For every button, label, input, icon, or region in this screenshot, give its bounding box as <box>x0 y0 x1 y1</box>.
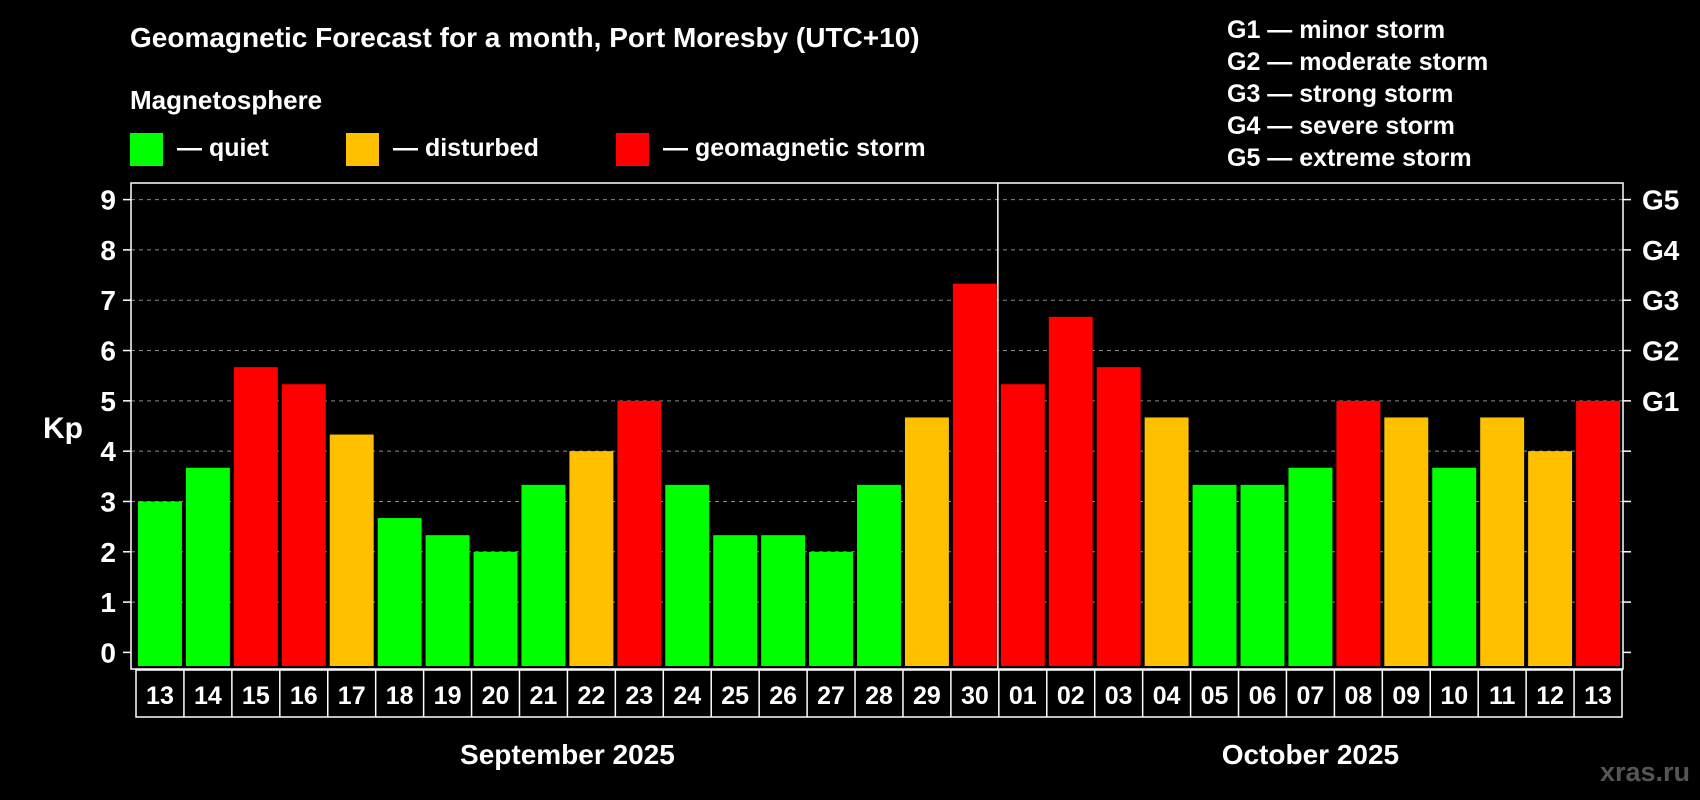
bar-4 <box>329 434 374 666</box>
x-tick-label-23: 06 <box>1249 682 1277 710</box>
x-tick-label-25: 08 <box>1344 682 1372 710</box>
storm-level-g5: G5 — extreme storm <box>1227 144 1472 172</box>
y-tick-label-9: 9 <box>100 185 116 216</box>
bar-24 <box>1288 467 1333 666</box>
y-tick-label-3: 3 <box>100 486 116 517</box>
y-tick-label-2: 2 <box>100 537 116 568</box>
right-tick-label-g4: G4 <box>1642 235 1680 266</box>
x-tick-label-20: 03 <box>1105 682 1133 710</box>
y-tick-label-5: 5 <box>100 386 116 417</box>
x-tick-label-9: 22 <box>577 682 605 710</box>
x-tick-label-21: 04 <box>1153 682 1181 710</box>
y-tick-label-8: 8 <box>100 235 116 266</box>
x-tick-label-8: 21 <box>530 682 558 710</box>
legend-swatch-disturbed <box>346 133 379 166</box>
y-tick-label-1: 1 <box>100 587 116 618</box>
right-tick-label-g1: G1 <box>1642 386 1679 417</box>
y-tick-label-0: 0 <box>100 637 116 668</box>
bar-1 <box>185 467 230 666</box>
bar-11 <box>665 484 710 666</box>
x-tick-label-24: 07 <box>1297 682 1325 710</box>
date-row-frame <box>135 669 1623 718</box>
x-tick-label-4: 17 <box>338 682 366 710</box>
x-tick-label-10: 23 <box>625 682 653 710</box>
bar-20 <box>1096 367 1141 666</box>
legend-label-disturbed: — disturbed <box>393 134 539 162</box>
storm-level-list: G1 — minor storm G2 — moderate storm G3 … <box>1227 14 1488 174</box>
bar-14 <box>809 551 854 666</box>
y-axis-label: Kp <box>43 412 83 445</box>
bar-17 <box>952 283 997 666</box>
x-tick-label-26: 09 <box>1392 682 1420 710</box>
x-tick-label-22: 05 <box>1201 682 1229 710</box>
y-tick-label-4: 4 <box>100 436 116 467</box>
legend-subtitle: Magnetosphere <box>130 85 323 115</box>
right-tick-label-g3: G3 <box>1642 285 1679 316</box>
x-tick-label-19: 02 <box>1057 682 1085 710</box>
x-tick-label-16: 29 <box>913 682 941 710</box>
bar-15 <box>857 484 901 666</box>
x-tick-label-7: 20 <box>482 682 510 710</box>
x-tick-label-5: 18 <box>386 682 414 710</box>
right-tick-label-g2: G2 <box>1642 336 1679 367</box>
bar-26 <box>1384 417 1429 666</box>
bar-22 <box>1192 484 1237 666</box>
bar-2 <box>233 367 278 666</box>
bar-7 <box>473 551 518 666</box>
x-tick-label-12: 25 <box>721 682 749 710</box>
storm-level-g2: G2 — moderate storm <box>1227 48 1489 76</box>
legend-swatch-storm <box>616 133 649 166</box>
x-tick-label-1: 14 <box>194 682 222 710</box>
x-tick-label-2: 15 <box>242 682 270 710</box>
bar-19 <box>1048 316 1093 666</box>
storm-level-g3: G3 — strong storm <box>1227 80 1454 108</box>
bar-18 <box>1000 384 1045 666</box>
x-tick-label-3: 16 <box>290 682 318 710</box>
watermark: xras.ru <box>1599 757 1690 787</box>
x-tick-label-11: 24 <box>673 682 701 710</box>
bar-9 <box>569 451 614 666</box>
bar-23 <box>1240 484 1285 666</box>
x-tick-label-17: 30 <box>961 682 989 710</box>
x-tick-label-14: 27 <box>817 682 845 710</box>
month-label-1: October 2025 <box>1222 739 1399 770</box>
bar-10 <box>617 400 662 666</box>
bar-27 <box>1432 467 1477 666</box>
x-tick-label-6: 19 <box>434 682 462 710</box>
y-tick-label-6: 6 <box>100 336 116 367</box>
bar-25 <box>1336 400 1381 666</box>
bar-6 <box>425 535 470 666</box>
storm-level-g1: G1 — minor storm <box>1227 16 1446 44</box>
storm-level-g4: G4 — severe storm <box>1227 112 1455 140</box>
bar-5 <box>377 518 422 666</box>
legend-label-storm: — geomagnetic storm <box>663 134 926 162</box>
bar-12 <box>713 535 758 666</box>
month-label-0: September 2025 <box>460 739 675 770</box>
legend-label-quiet: — quiet <box>177 134 269 162</box>
right-tick-label-g5: G5 <box>1642 185 1679 216</box>
x-tick-label-0: 13 <box>146 682 174 710</box>
bar-28 <box>1480 417 1525 666</box>
chart-title: Geomagnetic Forecast for a month, Port M… <box>130 22 920 53</box>
bar-13 <box>761 535 806 666</box>
x-tick-label-28: 11 <box>1489 682 1516 710</box>
plot-frame <box>130 182 1624 670</box>
y-tick-label-7: 7 <box>100 285 116 316</box>
bar-8 <box>521 484 566 666</box>
bar-21 <box>1144 417 1189 666</box>
x-tick-label-13: 26 <box>769 682 797 710</box>
bar-29 <box>1528 451 1573 666</box>
x-tick-label-18: 01 <box>1009 682 1037 710</box>
x-tick-label-30: 13 <box>1584 682 1612 710</box>
bar-30 <box>1576 400 1620 666</box>
legend-swatch-quiet <box>130 133 163 166</box>
bar-16 <box>904 417 949 666</box>
x-tick-label-27: 10 <box>1440 682 1468 710</box>
x-tick-label-29: 12 <box>1536 682 1564 710</box>
x-tick-label-15: 28 <box>865 682 893 710</box>
bar-3 <box>281 384 326 666</box>
bar-0 <box>138 501 182 666</box>
